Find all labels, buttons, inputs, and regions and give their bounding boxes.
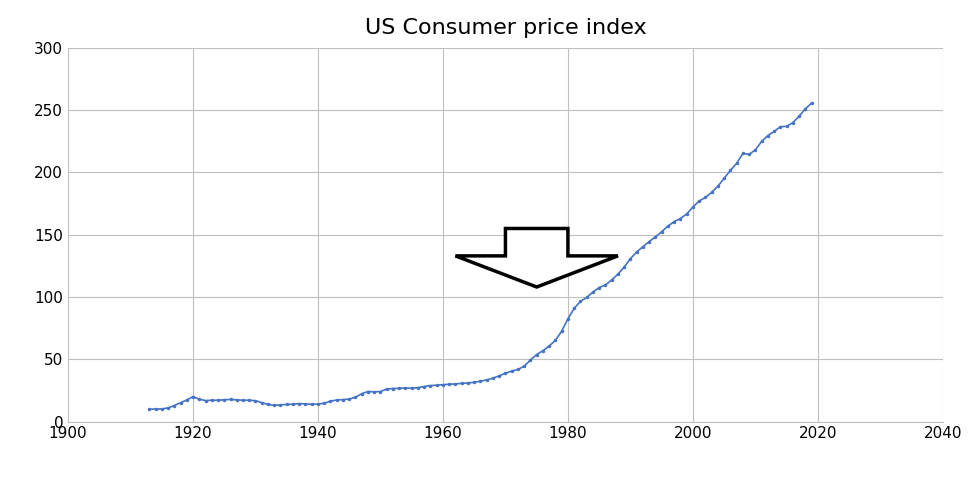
Title: US Consumer price index: US Consumer price index [364,18,646,38]
Polygon shape [456,228,618,287]
